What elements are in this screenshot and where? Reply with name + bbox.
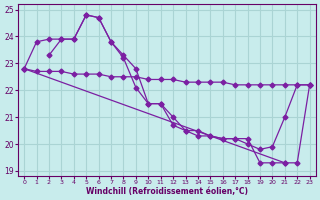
X-axis label: Windchill (Refroidissement éolien,°C): Windchill (Refroidissement éolien,°C) xyxy=(86,187,248,196)
